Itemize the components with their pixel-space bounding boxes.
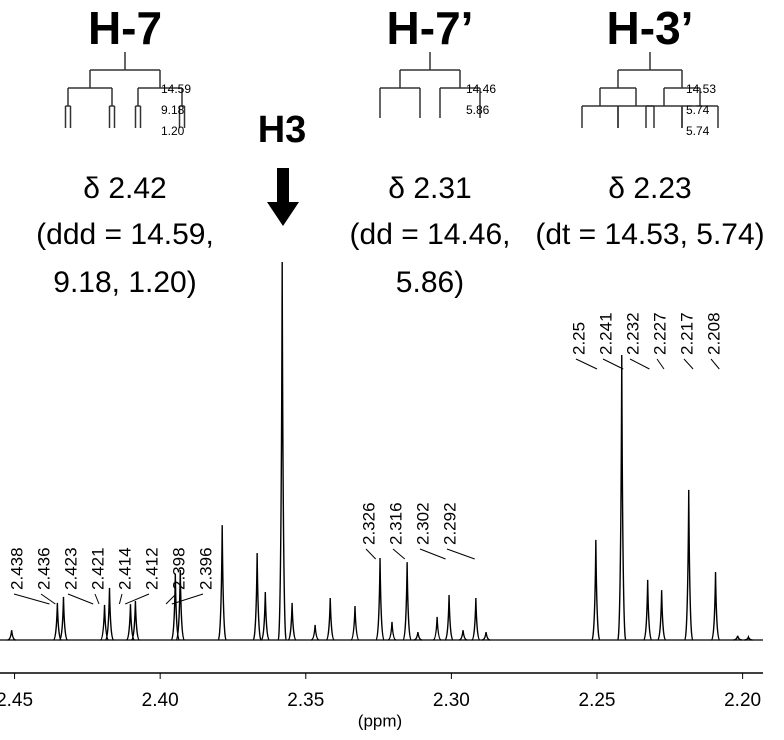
peak: [58, 596, 69, 641]
coupling-text: 5.86): [396, 266, 464, 299]
peak: [444, 595, 454, 641]
chemical-shift: δ 2.23: [608, 172, 691, 205]
x-tick-label: 2.40: [142, 690, 179, 711]
peak: [375, 557, 385, 641]
peak-label: 2.208: [704, 312, 723, 355]
peak-leader: [446, 548, 475, 560]
peak-leader: [118, 593, 123, 605]
peak: [642, 579, 653, 641]
peak-leader: [165, 593, 177, 605]
x-tick-label: 2.30: [433, 690, 470, 711]
peak: [733, 635, 742, 641]
peak-leader: [683, 358, 694, 370]
peak: [252, 553, 262, 641]
peak: [7, 630, 16, 641]
coupling-label: 14.59: [161, 82, 191, 96]
peak: [402, 562, 412, 641]
peak-label: 2.412: [142, 547, 161, 590]
peak-label: 2.241: [596, 312, 615, 355]
peak: [471, 598, 481, 641]
peak-label: 2.414: [115, 547, 134, 590]
coupling-label: 14.46: [466, 82, 496, 96]
coupling-label: 5.74: [686, 103, 710, 117]
peak: [481, 631, 491, 641]
multiplet-title: H-7: [88, 2, 162, 54]
peak-leader: [575, 358, 598, 370]
peak: [287, 602, 297, 641]
peak: [744, 634, 753, 641]
peak-label: 2.316: [386, 502, 405, 545]
peak-label: 2.217: [677, 312, 696, 355]
peak-leader: [419, 548, 446, 560]
multiplet-title: H-3’: [607, 2, 694, 54]
peak-label: 2.396: [196, 547, 215, 590]
x-tick-label: 2.35: [287, 690, 324, 711]
multiplet-title: H-7’: [387, 2, 474, 54]
peak-label: 2.227: [650, 312, 669, 355]
peak-leader: [656, 358, 665, 370]
peak: [656, 590, 667, 641]
peak-leader: [602, 358, 624, 370]
peak-label: 2.423: [61, 547, 80, 590]
annotation: H3: [258, 109, 307, 151]
peak: [350, 605, 360, 641]
peak-leader: [13, 593, 50, 605]
coupling-label: 14.53: [686, 82, 716, 96]
peak: [387, 621, 397, 641]
peak: [617, 354, 627, 641]
peak-label: 2.292: [440, 502, 459, 545]
arrow: [267, 168, 299, 226]
x-tick-label: 2.25: [579, 690, 616, 711]
coupling-label: 9.18: [161, 103, 185, 117]
peak-leader: [629, 358, 650, 370]
coupling-text: (ddd = 14.59,: [36, 218, 214, 251]
peak: [277, 261, 287, 641]
peak: [432, 616, 442, 641]
peak-leader: [171, 593, 204, 605]
x-axis-label: (ppm): [358, 711, 402, 730]
peak: [175, 570, 185, 641]
peak: [325, 598, 335, 641]
coupling-label: 5.74: [686, 124, 710, 138]
coupling-label: 1.20: [161, 124, 185, 138]
peak-label: 2.302: [413, 502, 432, 545]
peak-leader: [125, 593, 150, 605]
x-tick-label: 2.45: [0, 690, 33, 711]
peak: [104, 587, 115, 641]
coupling-text: (dt = 14.53, 5.74): [535, 218, 764, 251]
peak: [458, 630, 468, 641]
coupling-label: 5.86: [466, 103, 490, 117]
peak: [217, 525, 227, 641]
peak: [684, 489, 694, 641]
coupling-text: 9.18, 1.20): [53, 266, 196, 299]
peak-leader: [67, 593, 94, 605]
peak-label: 2.232: [623, 312, 642, 355]
peak-label: 2.398: [169, 547, 188, 590]
x-tick-label: 2.20: [724, 690, 761, 711]
peak-label: 2.436: [34, 547, 53, 590]
peak-leader: [710, 358, 720, 370]
peak: [591, 539, 601, 641]
peak-label: 2.438: [7, 547, 26, 590]
peak-label: 2.25: [569, 322, 588, 355]
peak-leader: [40, 593, 56, 605]
peak-leader: [365, 548, 377, 560]
peak: [413, 631, 423, 641]
peak: [310, 624, 320, 641]
chemical-shift: δ 2.31: [388, 172, 471, 205]
peak: [260, 591, 270, 641]
chemical-shift: δ 2.42: [83, 172, 166, 205]
peak-label: 2.421: [88, 547, 107, 590]
coupling-text: (dd = 14.46,: [350, 218, 511, 251]
peak-leader: [94, 593, 100, 605]
peak-label: 2.326: [359, 502, 378, 545]
peak: [52, 602, 63, 641]
peak: [130, 601, 141, 641]
peak: [710, 571, 721, 641]
peak-leader: [392, 548, 406, 560]
